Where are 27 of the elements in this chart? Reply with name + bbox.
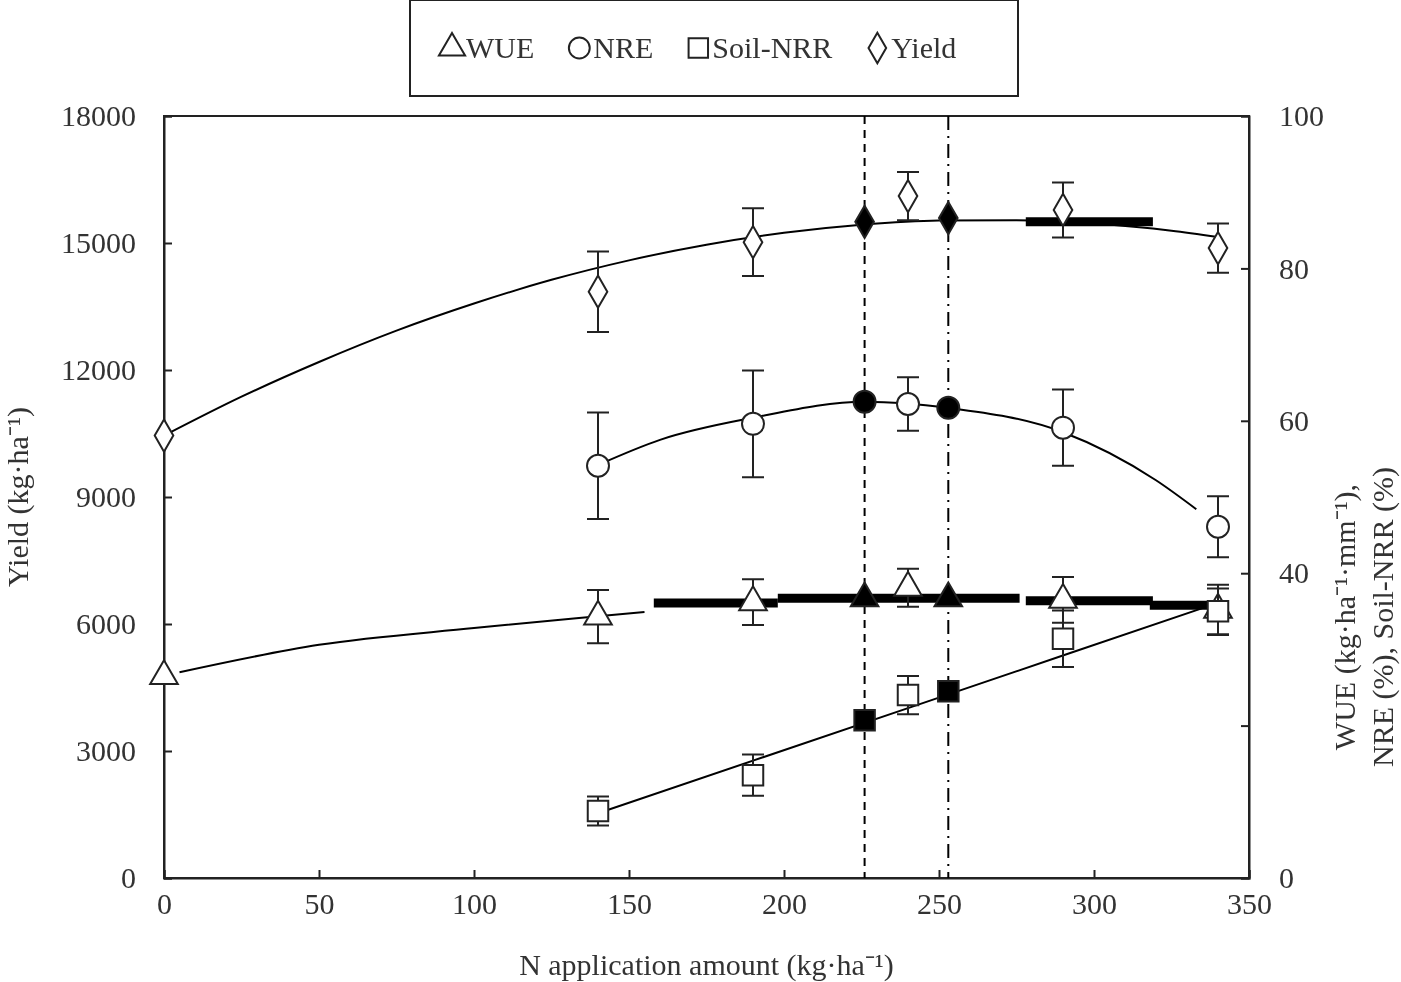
legend-label: Yield [891, 31, 957, 64]
x-tick-label: 50 [304, 887, 335, 920]
x-tick-label: 0 [157, 887, 172, 920]
y2-tick-label: 100 [1279, 99, 1324, 133]
x-tick-label: 150 [607, 887, 652, 920]
y2-tick-label: 80 [1279, 251, 1309, 285]
y2-tick-label: 60 [1279, 403, 1309, 437]
y-tick-label: 6000 [76, 607, 136, 641]
y-tick-label: 0 [121, 861, 136, 895]
y-tick-label: 18000 [61, 99, 136, 133]
y-tick-label: 12000 [61, 353, 136, 387]
y-tick-label: 9000 [76, 480, 136, 514]
y-tick-label: 3000 [76, 734, 136, 768]
legend-label: WUE [466, 31, 535, 64]
x-tick-label: 300 [1072, 887, 1117, 920]
y2-tick-label: 40 [1279, 556, 1309, 590]
legend-label: Soil-NRR [712, 31, 833, 64]
y2-tick-label: 0 [1279, 861, 1294, 895]
legend-label: NRE [593, 31, 654, 64]
x-tick-label: 250 [917, 887, 962, 920]
y-tick-label: 15000 [61, 226, 136, 260]
x-tick-label: 100 [452, 887, 497, 920]
x-axis-title: N application amount (kg·ha⁻¹) [519, 948, 894, 982]
y-axis-title: Yield (kg·ha⁻¹) [1, 407, 35, 587]
x-tick-label: 200 [762, 887, 807, 920]
x-tick-label: 350 [1227, 887, 1272, 920]
y2-axis-title: WUE (kg·ha⁻¹·mm⁻¹), NRE (%), Soil-NRR (%) [1328, 467, 1400, 767]
